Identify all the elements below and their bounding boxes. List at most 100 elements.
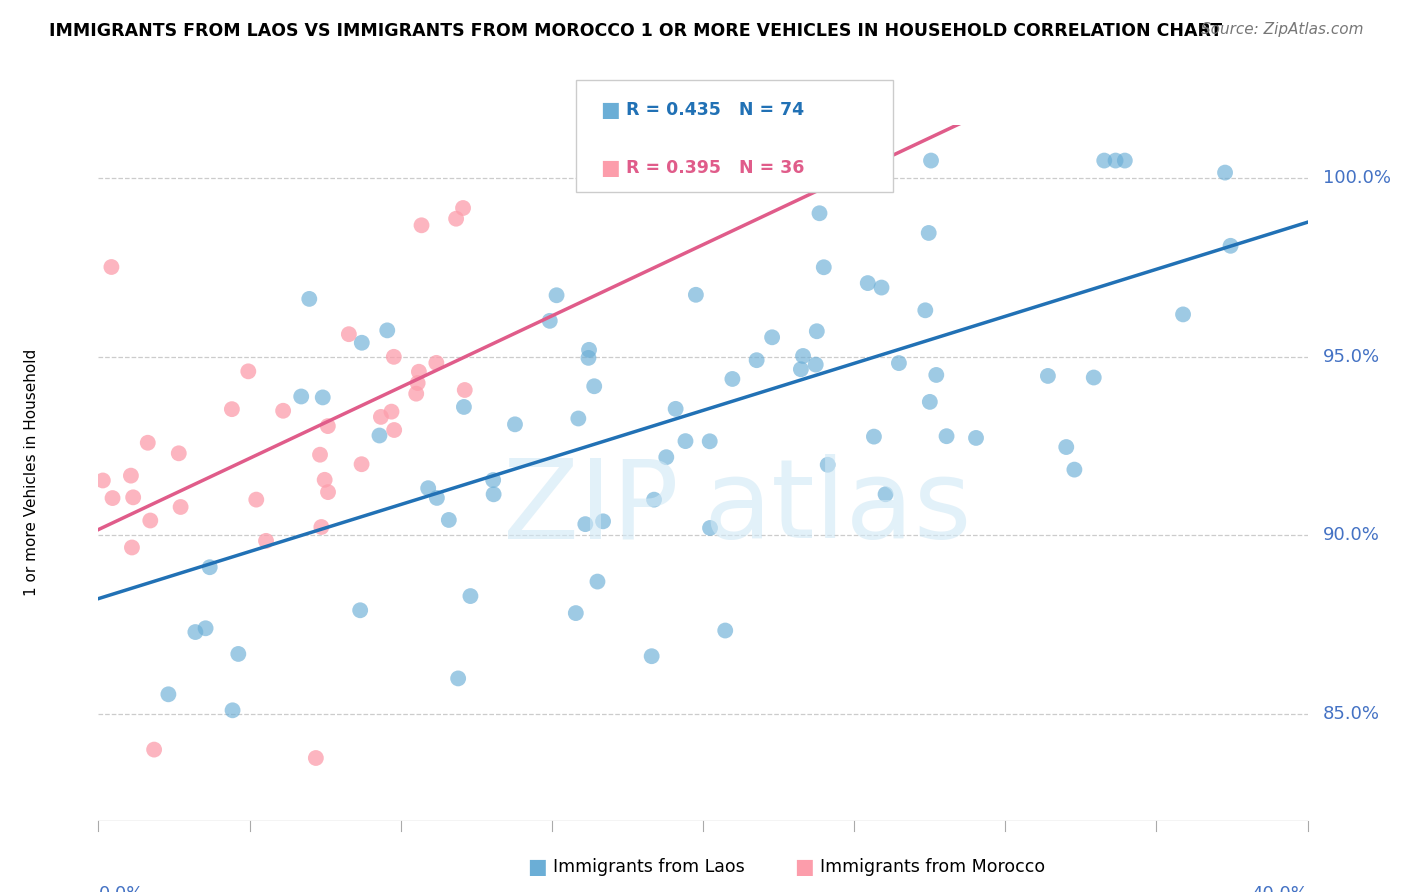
Point — [309, 448, 332, 462]
Point — [380, 404, 402, 418]
Point — [1104, 153, 1126, 168]
Point — [460, 589, 482, 603]
Point — [312, 391, 335, 405]
Point — [100, 260, 122, 274]
Point — [290, 389, 312, 403]
Point — [437, 513, 460, 527]
Point — [918, 226, 941, 240]
Point — [169, 500, 191, 514]
Point — [1036, 368, 1059, 383]
Point — [254, 533, 277, 548]
Text: ■: ■ — [600, 158, 620, 178]
Point — [349, 603, 371, 617]
Point — [1213, 165, 1236, 179]
Point — [1092, 153, 1115, 168]
Text: 95.0%: 95.0% — [1323, 348, 1379, 366]
Point — [238, 364, 260, 378]
Point — [184, 625, 207, 640]
Point — [194, 621, 217, 635]
Point — [745, 353, 768, 368]
Point — [808, 206, 831, 220]
Point — [546, 288, 568, 302]
Point — [245, 492, 267, 507]
Point — [567, 411, 589, 425]
Point — [920, 153, 942, 168]
Point — [221, 703, 243, 717]
Point — [408, 365, 430, 379]
Point — [643, 492, 665, 507]
Point — [863, 429, 886, 443]
Point — [382, 423, 405, 437]
Point — [538, 314, 561, 328]
Point — [447, 672, 470, 686]
Point — [350, 457, 373, 471]
Point — [136, 435, 159, 450]
Point — [382, 350, 405, 364]
Point — [314, 473, 336, 487]
Text: IMMIGRANTS FROM LAOS VS IMMIGRANTS FROM MOROCCO 1 OR MORE VEHICLES IN HOUSEHOLD : IMMIGRANTS FROM LAOS VS IMMIGRANTS FROM … — [49, 22, 1222, 40]
Point — [721, 372, 744, 386]
Text: ■: ■ — [600, 100, 620, 120]
Point — [714, 624, 737, 638]
Point — [875, 487, 897, 501]
Point — [122, 491, 145, 505]
Point — [1083, 370, 1105, 384]
Text: R = 0.395   N = 36: R = 0.395 N = 36 — [626, 159, 804, 177]
Point — [1219, 239, 1241, 253]
Text: ■: ■ — [527, 857, 547, 877]
Point — [305, 751, 328, 765]
Point — [418, 481, 440, 495]
Point — [370, 409, 392, 424]
Point — [914, 303, 936, 318]
Point — [583, 379, 606, 393]
Point — [139, 514, 162, 528]
Point — [574, 517, 596, 532]
Point — [675, 434, 697, 449]
Point — [198, 560, 221, 574]
Text: 40.0%: 40.0% — [1251, 885, 1308, 892]
Point — [1054, 440, 1077, 454]
Point — [444, 211, 467, 226]
Point — [1171, 307, 1194, 321]
Point — [699, 434, 721, 449]
Text: Immigrants from Laos: Immigrants from Laos — [553, 858, 744, 876]
Point — [761, 330, 783, 344]
Point — [887, 356, 910, 370]
Text: 85.0%: 85.0% — [1323, 705, 1379, 723]
Point — [586, 574, 609, 589]
Point — [406, 376, 429, 390]
Text: Immigrants from Morocco: Immigrants from Morocco — [820, 858, 1045, 876]
Point — [482, 473, 505, 487]
Point — [454, 383, 477, 397]
Point — [375, 323, 398, 337]
Point — [856, 276, 879, 290]
Point — [368, 428, 391, 442]
Point — [1063, 462, 1085, 476]
Point — [640, 649, 662, 664]
Point — [918, 395, 941, 409]
Point — [790, 362, 813, 376]
Point — [298, 292, 321, 306]
Point — [316, 485, 339, 500]
Point — [1114, 153, 1136, 168]
Point — [804, 358, 827, 372]
Point — [578, 351, 600, 365]
Point — [870, 280, 893, 294]
Point — [425, 356, 447, 370]
Point — [813, 260, 835, 275]
Point — [792, 349, 814, 363]
Point — [565, 606, 588, 620]
Point — [226, 647, 249, 661]
Point — [817, 458, 839, 472]
Point — [101, 491, 124, 505]
Point — [965, 431, 987, 445]
Point — [350, 335, 373, 350]
Point — [451, 201, 474, 215]
Text: atlas: atlas — [703, 454, 972, 561]
Point — [91, 474, 114, 488]
Point — [655, 450, 678, 465]
Point — [578, 343, 600, 357]
Text: 1 or more Vehicles in Household: 1 or more Vehicles in Household — [24, 349, 39, 597]
Point — [337, 327, 360, 342]
Point — [665, 401, 688, 416]
